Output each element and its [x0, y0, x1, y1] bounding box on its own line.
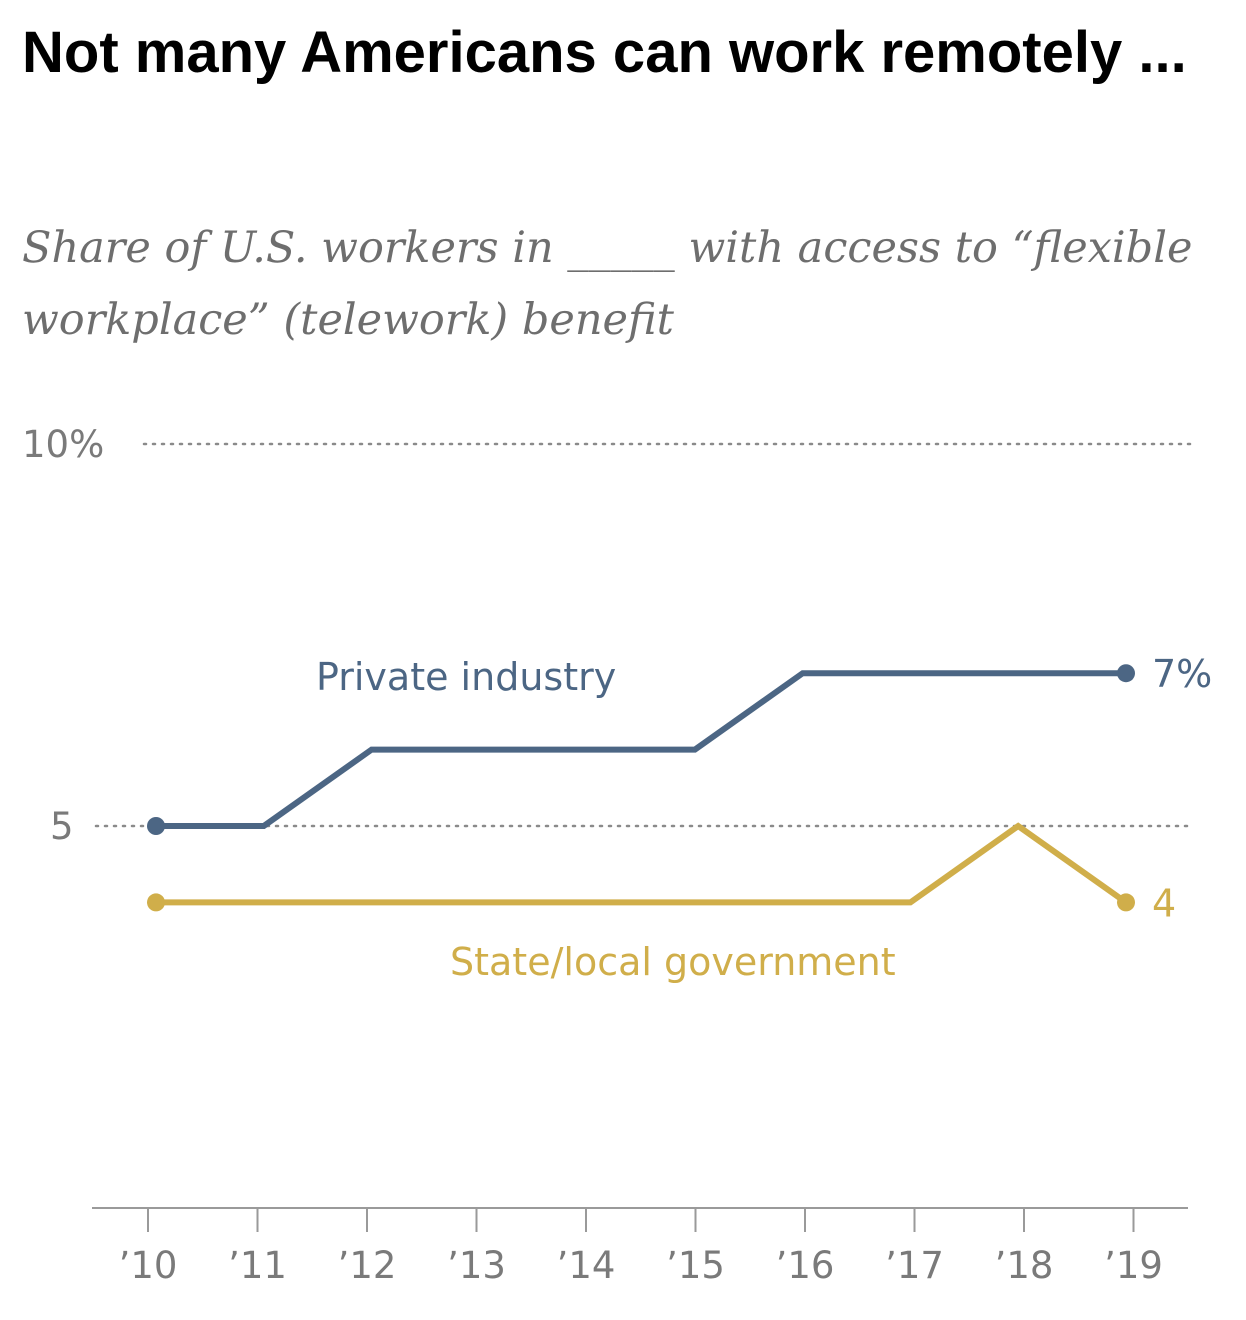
x-tick-label: ’15: [666, 1244, 725, 1287]
series-line-state-local-government: [156, 822, 1128, 906]
x-tick-label: ’10: [119, 1244, 178, 1287]
x-tick-label: ’14: [557, 1244, 616, 1287]
x-tick-label: ’11: [228, 1244, 287, 1287]
x-tick-label: ’12: [338, 1244, 397, 1287]
y-tick-label: 5: [50, 805, 74, 848]
x-tick-label: ’19: [1104, 1244, 1163, 1287]
series-lines: [156, 670, 1128, 906]
x-tick-label: ’13: [447, 1244, 506, 1287]
series-name-label: State/local government: [450, 940, 896, 984]
x-axis-labels: ’10 ’11 ’12 ’13 ’14 ’15 ’16 ’17 ’18 ’19: [119, 1244, 1163, 1287]
chart-subtitle: Share of U.S. workers in _____ with acce…: [22, 223, 1193, 345]
series-point: [1117, 893, 1135, 912]
end-value-label: 7%: [1152, 652, 1212, 696]
chart-title: Not many Americans can work remotely ...: [22, 20, 1187, 85]
x-tick-label: ’16: [776, 1244, 835, 1287]
x-axis-ticks: [147, 1208, 1135, 1232]
series-line-private-industry: [156, 670, 1126, 829]
series-end-labels: 7% 4: [1152, 652, 1212, 925]
series-point: [147, 893, 165, 912]
series-name-label: Private industry: [316, 655, 616, 699]
series-point: [147, 817, 165, 835]
series-point: [1117, 664, 1135, 683]
x-tick-label: ’18: [995, 1244, 1054, 1287]
end-value-label: 4: [1152, 881, 1176, 925]
gridlines: [94, 442, 1194, 828]
x-tick-label: ’17: [885, 1244, 944, 1287]
series-name-labels: Private industry State/local government: [316, 655, 896, 984]
y-tick-label: 10%: [22, 423, 104, 466]
series-markers: [147, 664, 1135, 912]
y-axis-labels: 10% 5: [22, 423, 104, 848]
